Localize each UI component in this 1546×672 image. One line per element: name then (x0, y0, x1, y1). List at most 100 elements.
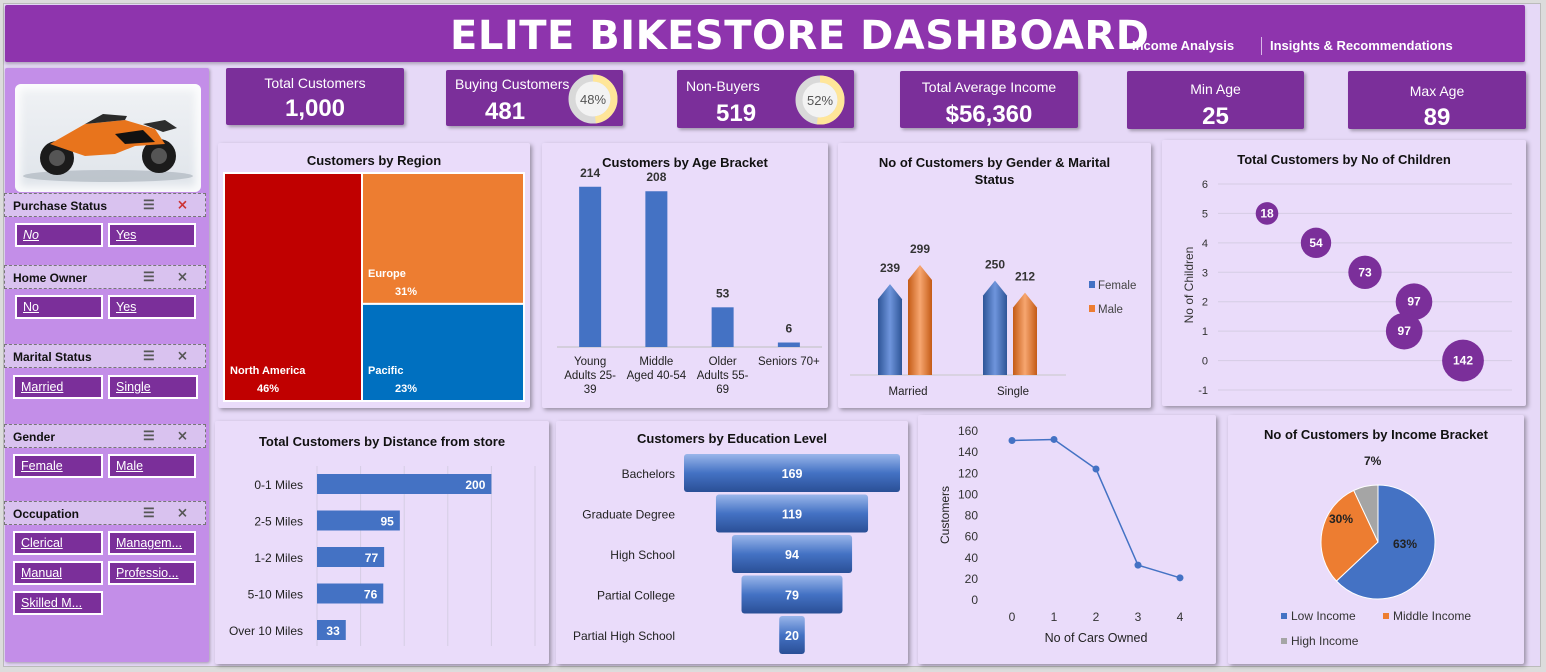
distance-bar-0 (317, 474, 492, 494)
pie-label-2: 7% (1364, 454, 1382, 468)
slicer-option-married[interactable]: Married (13, 375, 103, 399)
distance-value-2: 77 (365, 551, 379, 565)
donut-buying: 48% (568, 74, 618, 124)
donut-non-buyers: 52% (795, 75, 845, 125)
age-value-0: 214 (580, 166, 600, 180)
y-tick-4: 80 (965, 509, 979, 523)
clear-filter-icon[interactable]: ⨯ (177, 348, 188, 363)
age-category-3-0: Seniors 70+ (758, 356, 820, 368)
cars-svg: 160 140 120 100 80 60 40 20 0 0 1 2 3 4 No of Cars Own… (938, 424, 1184, 645)
chart-title: Total Customers by Distance from store (258, 434, 506, 449)
age-category-2-0: Older (709, 356, 737, 368)
gm-value-0-1: 250 (985, 258, 1005, 272)
clear-filter-icon[interactable]: ⨯ (177, 269, 188, 284)
y-tick-4: 2 (1202, 297, 1208, 309)
slicer-option-clerical[interactable]: Clerical (13, 531, 103, 555)
chart-gender-marital: No of Customers by Gender & Marital Stat… (838, 143, 1151, 408)
slicer-option-purchase-no[interactable]: No (15, 223, 103, 247)
pie-label-0: 63% (1393, 537, 1417, 551)
clear-filter-icon[interactable]: ⨯ (177, 197, 188, 212)
distance-category-3: 5-10 Miles (248, 588, 303, 602)
funnel-value-4: 20 (785, 629, 799, 643)
legend-swatch-1 (1383, 613, 1389, 619)
chart-cars-owned: 160 140 120 100 80 60 40 20 0 0 1 2 3 4 No of Cars Own… (918, 415, 1216, 664)
multi-select-icon[interactable]: ☰ (143, 505, 155, 520)
cars-point-3 (1134, 561, 1142, 569)
clear-filter-icon[interactable]: ⨯ (177, 428, 188, 443)
education-svg: 169 Bachelors 119 Graduate Degree 94 High Sch… (573, 454, 900, 654)
chart-title: Customers by Age Bracket (602, 155, 768, 170)
y-tick-5: 1 (1202, 326, 1208, 338)
bubble-0 (1255, 202, 1279, 225)
x-tick-3: 3 (1135, 610, 1142, 624)
chart-title-line-2: Status (974, 172, 1015, 187)
kpi-label: Min Age (1190, 81, 1241, 97)
kpi-value: 25 (1202, 103, 1229, 130)
bubble-1 (1300, 227, 1332, 259)
distance-category-4: Over 10 Miles (229, 624, 303, 638)
kpi-total-average-income: Total Average Income $56,360 (900, 71, 1078, 128)
slicer-title: Gender (13, 430, 56, 444)
slicer-option-professional[interactable]: Professio... (108, 561, 196, 585)
clear-filter-icon[interactable]: ⨯ (177, 505, 188, 520)
slicer-option-homeowner-no[interactable]: No (15, 295, 103, 319)
multi-select-icon[interactable]: ☰ (143, 428, 155, 443)
slicer-option-purchase-yes[interactable]: Yes (108, 223, 196, 247)
chart-age-bracket: Customers by Age Bracket 214 Young Adults … (542, 143, 828, 408)
slicer-marital-status-header: Marital Status ☰ ⨯ (4, 344, 206, 368)
slicer-purchase-status-header: Purchase Status ☰ ⨯ (4, 193, 206, 217)
dashboard-title: ELITE BIKESTORE DASHBOARD (450, 13, 1150, 59)
chart-distance: Total Customers by Distance from store 2… (215, 421, 549, 664)
nav-income-analysis[interactable]: Income Analysis (1132, 38, 1235, 53)
nav-insights-recommendations[interactable]: Insights & Recommendations (1270, 38, 1453, 53)
slicer-option-homeowner-yes[interactable]: Yes (108, 295, 196, 319)
chart-region-treemap: Customers by Region North America 46% Euro… (218, 143, 530, 408)
treemap-tile-2 (361, 302, 525, 402)
funnel-value-2: 94 (785, 548, 799, 562)
cars-point-4 (1176, 574, 1184, 582)
distance-bar-2 (317, 547, 385, 567)
slicer-option-management[interactable]: Managem... (108, 531, 196, 555)
treemap-svg: North America 46% Europe 31% Pacific 23% (223, 172, 525, 402)
slicer-title: Marital Status (13, 350, 92, 364)
bubble-label-0: 18 (1260, 206, 1274, 220)
kpi-value: 89 (1423, 104, 1451, 131)
treemap-label: 23% (395, 383, 417, 395)
slicer-option-skilled-manual[interactable]: Skilled M... (13, 591, 103, 615)
age-chart-svg: 214 Young Adults 25- 39 208 Middle Aged 40-54 5… (557, 166, 822, 396)
multi-select-icon[interactable]: ☰ (143, 348, 155, 363)
x-tick-0: 0 (1009, 610, 1016, 624)
funnel-bar-3 (741, 575, 843, 614)
chart-education-funnel: Customers by Education Level 169 Bachelor… (556, 421, 908, 664)
kpi-label: Total Average Income (921, 79, 1057, 95)
multi-select-icon[interactable]: ☰ (143, 269, 155, 284)
treemap-name: North America (230, 365, 306, 377)
gm-value-1-1: 212 (1015, 270, 1035, 284)
kpi-value: 481 (485, 98, 526, 125)
y-tick-6: 0 (1202, 356, 1208, 368)
distance-value-4: 33 (326, 624, 340, 638)
slicer-option-male[interactable]: Male (108, 454, 196, 478)
chart-title: Total Customers by No of Children (1237, 152, 1451, 167)
slicer-option-manual[interactable]: Manual (13, 561, 103, 585)
gm-bar-1-1 (1013, 292, 1037, 375)
x-tick-4: 4 (1177, 610, 1184, 624)
nav-separator (1261, 37, 1262, 55)
age-category-1-0: Middle (639, 356, 673, 368)
legend-label-2: High Income (1291, 634, 1359, 648)
age-bar-1 (645, 191, 668, 347)
legend-swatch-2 (1281, 638, 1287, 644)
distance-bar-1 (317, 510, 400, 531)
slicer-option-single[interactable]: Single (108, 375, 198, 399)
pie-slice-1 (1320, 489, 1379, 582)
donut-label: 48% (580, 92, 606, 107)
slicer-option-female[interactable]: Female (13, 454, 103, 478)
age-value-1: 208 (646, 170, 666, 184)
y-tick-1: 5 (1202, 208, 1208, 220)
slicer-occupation-header: Occupation ☰ ⨯ (4, 501, 206, 525)
funnel-bar-1 (715, 494, 869, 533)
age-category-1-1: Aged 40-54 (627, 370, 687, 382)
age-value-3: 6 (786, 322, 793, 336)
multi-select-icon[interactable]: ☰ (143, 197, 155, 212)
